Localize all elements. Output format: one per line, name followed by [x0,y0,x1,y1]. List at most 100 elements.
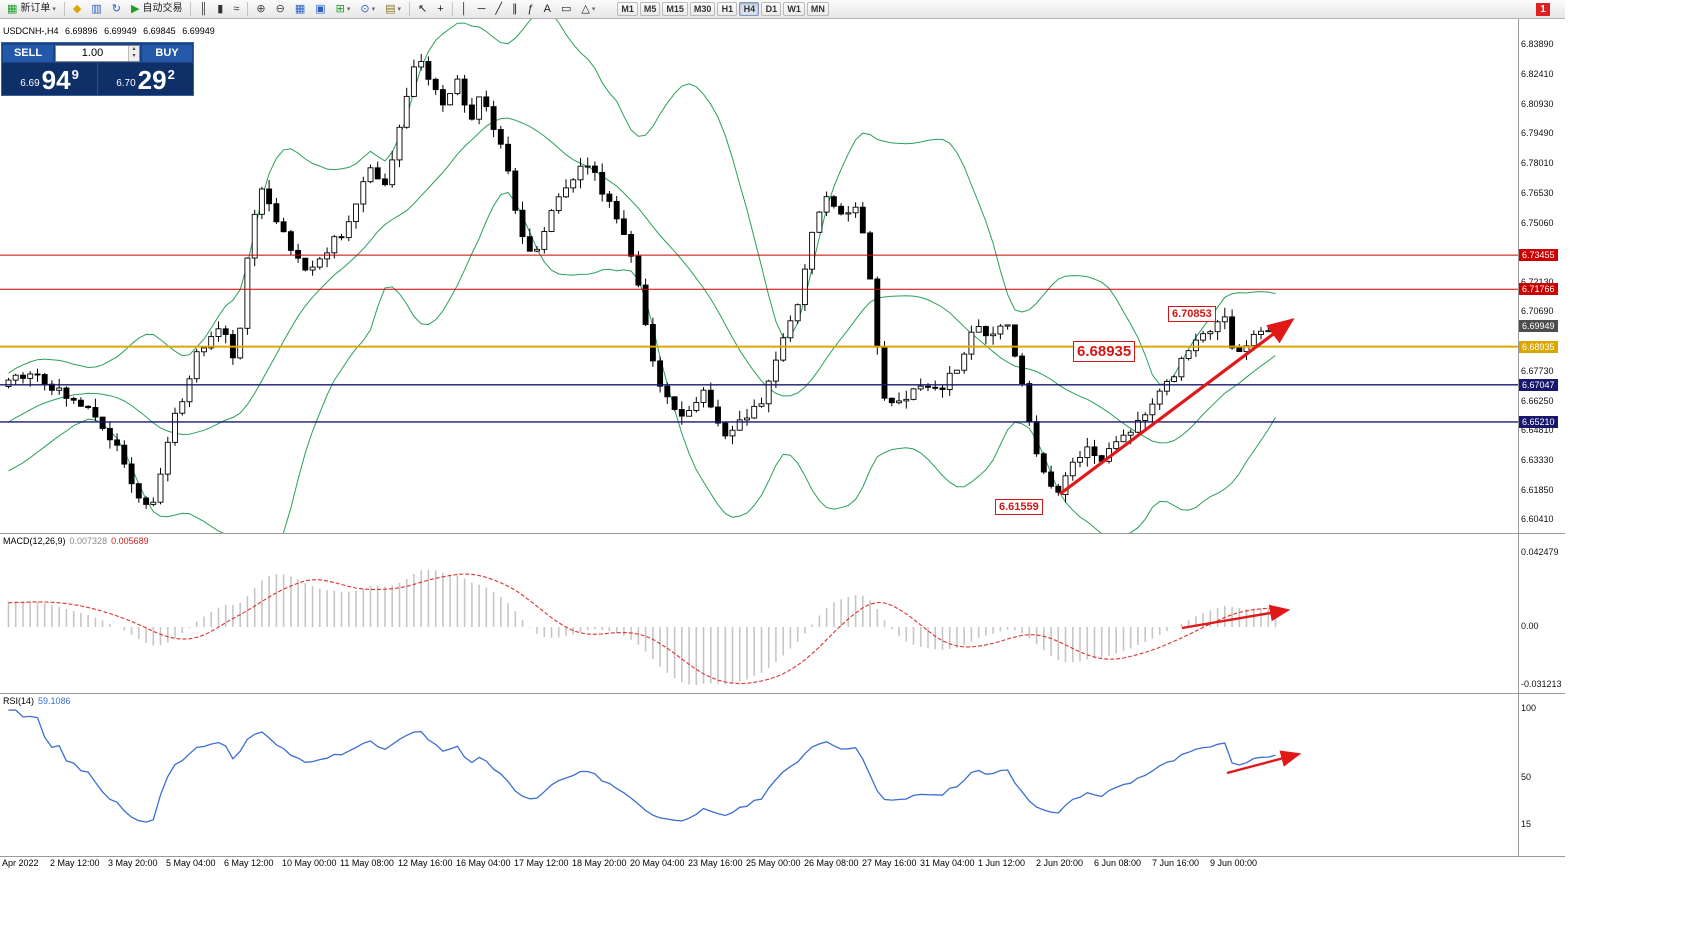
cascade-windows-button[interactable]: ▣ [311,1,329,18]
buy-price-big: 29 [137,65,167,95]
timeframe-h1-button[interactable]: H1 [717,2,738,16]
crosshair-icon: + [437,2,444,15]
buy-button[interactable]: BUY [142,44,192,62]
notification-badge[interactable]: 1 [1536,3,1550,16]
macd-scale-label: 0.00 [1521,621,1539,631]
volume-input[interactable] [56,45,139,61]
macd-panel[interactable] [0,533,1518,693]
refresh-button[interactable]: ↻ [108,1,125,18]
vertical-line-button[interactable]: │ [457,1,472,18]
trendline-icon: ╱ [495,2,502,15]
timeframe-m1-button[interactable]: M1 [617,2,638,16]
macd-indicator-label: MACD(12,26,9) 0.007328 0.005689 [3,536,153,546]
buy-price[interactable]: 6.70 29 2 [98,63,193,95]
macd-scale-label: -0.031213 [1521,679,1562,689]
bar-chart-button[interactable]: ║ [195,1,211,18]
candlestick-chart-button[interactable]: ▮ [213,1,227,18]
zoom-out-button[interactable]: ⊖ [272,1,289,18]
shapes-icon: △ [581,2,590,15]
periods-button[interactable]: ⊙ ▾ [356,1,379,18]
dropdown-arrow-icon: ▾ [52,5,56,13]
macd-value: 0.007328 [69,536,108,546]
time-axis-label: 3 May 20:00 [108,858,158,868]
time-axis-label: 2 Jun 20:00 [1036,858,1084,868]
cursor-button[interactable]: ↖ [414,1,431,18]
volume-increase-button[interactable]: ▴ [129,45,139,53]
candlestick-icon: ▮ [217,2,224,15]
toolbar-separator [247,2,249,16]
volume-decrease-button[interactable]: ▾ [129,53,139,61]
timeframe-w1-button[interactable]: W1 [783,2,805,16]
new-order-button-label: 新订单 [20,3,51,14]
shapes-button[interactable]: △ ▾ [577,1,599,18]
text-label-button[interactable]: ▭ [557,1,575,18]
text-button[interactable]: A [540,1,555,18]
price-line-badge[interactable]: 6.71766 [1519,283,1558,296]
dropdown-arrow-icon: ▾ [346,5,351,13]
price-tick-label: 6.66250 [1521,395,1554,406]
fibonacci-button[interactable]: ƒ [523,1,537,18]
time-axis-label: 26 May 08:00 [804,858,859,868]
price-line-badge[interactable]: 6.65210 [1519,415,1558,428]
rsi-value: 59.1086 [38,696,71,706]
macd-signal-value: 0.005689 [111,536,149,546]
sell-price-sup: 9 [71,67,79,82]
trendline-button[interactable]: ╱ [491,1,506,18]
horizontal-line-button[interactable]: ─ [474,1,490,18]
templates-button[interactable]: ▤ ▾ [381,1,405,18]
price-line-badge[interactable]: 6.68935 [1519,340,1558,353]
crosshair-button[interactable]: + [433,1,447,18]
time-axis-label: 1 Jun 12:00 [978,858,1026,868]
zoom-in-icon: ⊕ [256,2,266,15]
timeframe-m30-button[interactable]: M30 [689,2,716,16]
volume-field: ▴ ▾ [55,44,140,62]
price-line-badge[interactable]: 6.67047 [1519,378,1558,391]
line-chart-button[interactable]: ≈ [229,1,243,18]
price-line-badge[interactable]: 6.73455 [1519,249,1558,262]
panel-splitter[interactable] [0,533,1565,534]
price-tick-label: 6.72130 [1521,276,1554,287]
price-tick-label: 6.78010 [1521,157,1554,168]
zoom-out-icon: ⊖ [275,2,285,15]
sell-price[interactable]: 6.69 94 9 [2,63,97,95]
timeframe-m5-button[interactable]: M5 [639,2,661,16]
dropdown-arrow-icon: ▾ [591,5,596,13]
autotrading-button[interactable]: ▶ 自动交易 [127,1,186,18]
sell-button[interactable]: SELL [3,44,53,62]
autotrading-icon: ▶ [131,2,140,15]
new-order-icon: ▦ [7,2,18,15]
indicators-button[interactable]: ⊞ ▾ [332,1,355,18]
timeframe-m15-button[interactable]: M15 [662,2,688,16]
rsi-panel[interactable] [0,693,1518,856]
tile-windows-icon: ▦ [294,2,306,15]
new-order-button[interactable]: ▦ 新订单 ▾ [3,1,60,18]
timeframe-h4-button[interactable]: H4 [739,2,760,16]
panel-splitter[interactable] [0,693,1565,694]
market-watch-button[interactable]: ▥ [87,1,105,18]
channel-button[interactable]: ∥ [508,1,522,18]
price-tick-label: 6.79490 [1521,128,1554,138]
time-axis-label: 20 May 04:00 [630,858,685,868]
toolbar-separator [63,2,65,16]
metaquotes-button[interactable]: ◆ [69,1,85,18]
volume-spinner: ▴ ▾ [128,45,139,61]
zoom-in-button[interactable]: ⊕ [252,1,269,18]
price-tick-label: 6.76530 [1521,187,1554,198]
cascade-windows-icon: ▣ [315,2,326,15]
price-axis-divider [1518,19,1519,856]
timeframe-d1-button[interactable]: D1 [761,2,782,16]
time-axis-label: 11 May 08:00 [340,858,394,868]
timeframe-mn-button[interactable]: MN [806,2,829,16]
channel-icon: ∥ [511,2,518,15]
price-tick-label: 6.67730 [1521,365,1554,376]
price-tick-label: 6.60410 [1521,514,1554,525]
price-divider [97,63,98,95]
symbol-period-label: USDCNH-,H4 [3,26,59,36]
rsi-name: RSI(14) [3,696,35,706]
price-tick-label: 6.70690 [1521,306,1554,317]
time-axis-label: 23 May 16:00 [688,858,743,868]
time-axis-label: 10 May 00:00 [282,858,337,868]
tile-windows-button[interactable]: ▦ [291,1,309,18]
toolbar-separator [190,2,192,16]
main-chart-panel[interactable] [0,19,1518,533]
